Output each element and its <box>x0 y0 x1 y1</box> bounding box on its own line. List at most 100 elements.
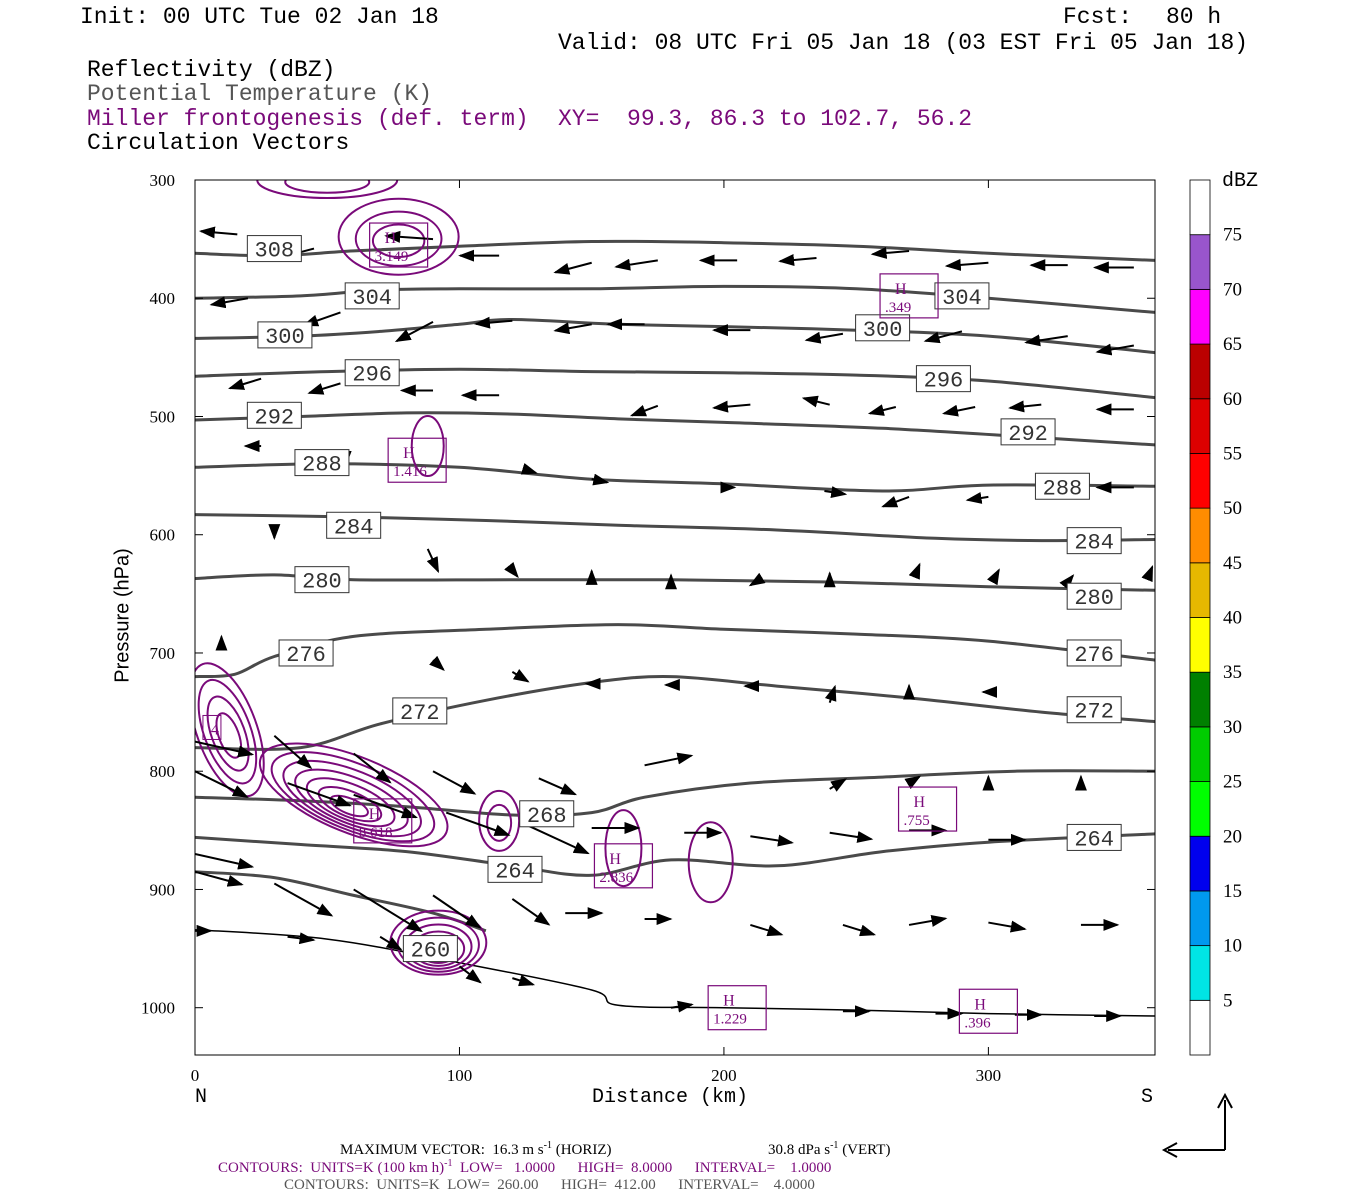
y-tick-label: 700 <box>150 644 176 663</box>
circulation-vector <box>512 974 536 987</box>
x-tick-label: 0 <box>191 1066 200 1085</box>
colorbar-level-label: 40 <box>1223 608 1242 629</box>
circulation-vector <box>748 572 766 587</box>
fronto-max-marker: H <box>974 996 986 1013</box>
circulation-vector-group <box>195 226 1154 1022</box>
isentrope-label-box <box>392 697 448 725</box>
isentrope-label-296: 296 <box>924 369 964 394</box>
circulation-vector <box>670 1000 694 1013</box>
circulation-vector <box>824 486 848 498</box>
fronto-max-value: 3.149 <box>375 249 409 265</box>
circulation-vector <box>824 684 837 703</box>
fronto-max-box <box>369 222 429 268</box>
colorbar-bin <box>1189 726 1211 782</box>
field-reflectivity: Reflectivity (dBZ) <box>87 57 336 83</box>
colorbar-level-label: 10 <box>1223 936 1242 957</box>
isentrope-label-276: 276 <box>1074 643 1114 668</box>
fronto-contour-low2 <box>478 789 521 852</box>
isentrope-272 <box>195 675 1155 751</box>
colorbar-level-label: 60 <box>1223 389 1242 410</box>
fronto-contour-2836 <box>604 809 643 888</box>
fronto-max-value: .396 <box>964 1015 991 1031</box>
isentrope-label-box <box>1034 472 1090 500</box>
isentrope-label-280: 280 <box>1074 586 1114 611</box>
circulation-vector <box>195 853 255 870</box>
isentrope-label-292: 292 <box>1008 422 1048 447</box>
fronto-max-box <box>707 985 767 1031</box>
colorbar-bin <box>1189 617 1211 673</box>
circulation-vector <box>228 377 262 390</box>
forecast-hour-value: 80 h <box>1166 4 1222 30</box>
colorbar-bin <box>1189 234 1211 290</box>
circulation-vector <box>525 823 590 855</box>
circulation-vector <box>553 322 592 335</box>
y-tick-label: 400 <box>150 289 176 308</box>
fronto-max-marker: H <box>609 851 621 868</box>
y-tick-label: 900 <box>150 880 176 899</box>
x-axis-south-label: S <box>1141 1086 1154 1109</box>
isentrope-label-box <box>294 449 350 477</box>
isentrope-label-288: 288 <box>1043 476 1083 501</box>
circulation-vector <box>198 226 238 239</box>
colorbar-bin <box>1189 562 1211 618</box>
y-tick-label: 600 <box>150 526 176 545</box>
fronto-max-marker: H <box>369 806 381 823</box>
isentrope-label-box <box>344 359 400 387</box>
circulation-vector <box>538 777 578 796</box>
fronto-max-marker: H <box>895 281 907 298</box>
fronto-max-marker: H <box>723 993 735 1010</box>
isentrope-label-box <box>855 314 911 342</box>
fronto-contour-upper <box>337 197 460 276</box>
circulation-vector <box>511 898 551 926</box>
isentrope-label-box <box>1066 823 1122 851</box>
circulation-vector <box>379 935 403 951</box>
isentrope-label-260: 260 <box>411 939 451 964</box>
isentrope-292 <box>195 411 1155 447</box>
circulation-vector <box>458 965 482 984</box>
circulation-vector <box>432 894 482 929</box>
isentrope-label-box <box>487 855 543 883</box>
circulation-vector <box>273 882 334 917</box>
circulation-vector <box>965 492 989 504</box>
colorbar-level-label: 45 <box>1223 553 1242 574</box>
fronto-contour-mid <box>410 415 445 478</box>
fronto-edge-label: 4 <box>211 721 219 738</box>
fronto-edge-box <box>202 714 222 740</box>
circulation-vector <box>711 400 751 413</box>
circulation-vector <box>801 395 830 408</box>
circulation-vector <box>829 778 848 792</box>
fronto-max-value: 8.618 <box>359 825 393 841</box>
isentrope-label-308: 308 <box>255 239 295 264</box>
isentrope-label-280: 280 <box>302 570 342 595</box>
reference-vector <box>1161 1092 1233 1158</box>
fronto-contour-top <box>256 180 399 199</box>
isentrope-label-group: 308 304 304 300 300 296 296 292 292 288 288 284 284 2… <box>246 235 1122 964</box>
y-axis-title: Pressure (hPa) <box>111 548 134 683</box>
isentrope-300 <box>195 317 1155 355</box>
colorbar-title: dBZ <box>1222 170 1259 193</box>
circulation-vector <box>908 562 921 580</box>
fronto-contour-low2 <box>486 803 513 842</box>
fronto-max-value: 1.229 <box>713 1012 747 1028</box>
isentrope-label-288: 288 <box>302 453 342 478</box>
circulation-vector <box>778 254 817 266</box>
circulation-vector <box>445 811 511 836</box>
circulation-vector <box>273 734 313 770</box>
isentrope-label-276: 276 <box>286 643 326 668</box>
fronto-contour-upper <box>354 210 443 267</box>
fronto-contour-edge <box>215 712 243 759</box>
circulation-vector <box>394 321 434 343</box>
circulation-vector <box>473 316 513 329</box>
field-frontogenesis: Miller frontogenesis (def. term) <box>87 106 529 132</box>
axis-group: 300 400 500 600 700 800 900 1000 0 100 200 300 <box>141 171 1155 1085</box>
frontogenesis-maxima-group: H 3.149 H .349 H 1.416 H 8.618 H 2.836 H .755 H 1.229… <box>202 222 1018 1034</box>
fronto-max-marker: H <box>914 794 926 811</box>
colorbar-level-label: 25 <box>1223 772 1242 793</box>
isentrope-label-box <box>344 282 400 310</box>
circulation-vector <box>504 561 519 579</box>
colorbar-bin <box>1189 288 1211 345</box>
valid-time: Valid: 08 UTC Fri 05 Jan 18 (03 EST Fri … <box>558 30 1249 56</box>
fronto-max-value: 2.836 <box>599 870 633 886</box>
circulation-vector <box>870 246 910 259</box>
colorbar-bin <box>1189 781 1211 837</box>
